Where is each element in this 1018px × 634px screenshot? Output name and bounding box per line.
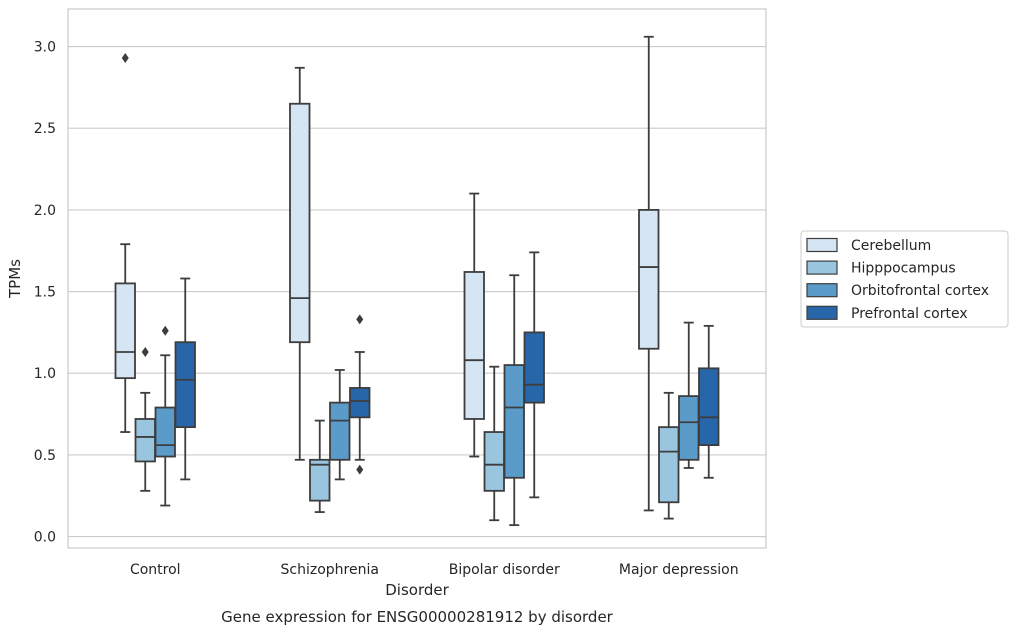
iqr-box — [658, 426, 680, 504]
box-orbitofrontal-cortex — [503, 274, 525, 527]
legend-swatch — [806, 305, 838, 320]
iqr-box — [174, 341, 196, 429]
box-cerebellum — [463, 192, 485, 458]
iqr-box — [309, 458, 331, 502]
y-axis-title: TPMs — [6, 259, 24, 299]
box-cerebellum — [114, 53, 136, 433]
iqr-box — [503, 364, 525, 479]
x-axis-ticks: Control Schizophrenia Bipolar disorder Majo… — [130, 562, 739, 578]
legend-swatch — [806, 283, 838, 298]
legend-label: Hipppocampus — [851, 261, 956, 277]
x-axis-title: Disorder — [385, 581, 449, 599]
outlier-point — [141, 347, 149, 357]
iqr-box — [638, 208, 660, 350]
box-orbitofrontal-cortex — [678, 321, 700, 469]
box-orbitofrontal-cortex — [154, 325, 176, 507]
iqr-box — [154, 406, 176, 458]
legend-label: Cerebellum — [851, 238, 931, 254]
box-prefrontal-cortex — [174, 277, 196, 481]
y-tick-label: 2.0 — [34, 203, 56, 219]
x-tick-label: Schizophrenia — [281, 562, 379, 578]
plot-frame — [67, 8, 767, 549]
legend-swatch — [806, 260, 838, 275]
x-tick-label: Control — [130, 562, 181, 578]
box-hipppocampus — [309, 419, 331, 513]
iqr-box — [289, 102, 311, 344]
box-prefrontal-cortex — [523, 251, 545, 499]
chart-caption: Gene expression for ENSG00000281912 by d… — [221, 608, 614, 626]
iqr-box — [329, 401, 351, 461]
legend-frame — [800, 230, 1009, 328]
y-tick-label: 1.5 — [34, 285, 56, 301]
legend-label: Orbitofrontal cortex — [851, 283, 989, 299]
y-tick-label: 0.5 — [34, 448, 56, 464]
box-cerebellum — [638, 35, 660, 512]
box-hipppocampus — [483, 365, 505, 522]
y-tick-label: 1.0 — [34, 366, 56, 382]
legend-label: Prefrontal cortex — [851, 306, 968, 322]
y-tick-label: 3.0 — [34, 40, 56, 56]
outlier-point — [161, 325, 169, 336]
outlier-point — [356, 464, 364, 475]
x-tick-label: Major depression — [619, 562, 739, 578]
plot-boxes — [114, 35, 720, 527]
iqr-box — [349, 387, 371, 419]
outlier-point — [356, 314, 364, 325]
iqr-box — [463, 271, 485, 420]
iqr-box — [523, 331, 545, 404]
y-tick-label: 0.0 — [34, 530, 56, 546]
iqr-box — [134, 418, 156, 463]
box-hipppocampus — [134, 347, 156, 492]
x-tick-label: Bipolar disorder — [449, 562, 560, 578]
legend-swatch — [806, 237, 838, 253]
y-axis-ticks: 0.0 0.5 1.0 1.5 2.0 2.5 3.0 — [34, 40, 56, 546]
box-prefrontal-cortex — [698, 324, 720, 479]
outlier-point — [121, 53, 129, 63]
y-tick-label: 2.5 — [34, 121, 56, 137]
box-cerebellum — [289, 66, 311, 461]
box-orbitofrontal-cortex — [329, 369, 351, 481]
iqr-box — [698, 367, 720, 447]
iqr-box — [483, 431, 505, 492]
box-prefrontal-cortex — [349, 314, 371, 475]
iqr-box — [114, 282, 136, 380]
legend: Cerebellum Hipppocampus Orbitofrontal cort… — [800, 230, 1009, 328]
box-hipppocampus — [658, 391, 680, 520]
iqr-box — [678, 395, 700, 461]
